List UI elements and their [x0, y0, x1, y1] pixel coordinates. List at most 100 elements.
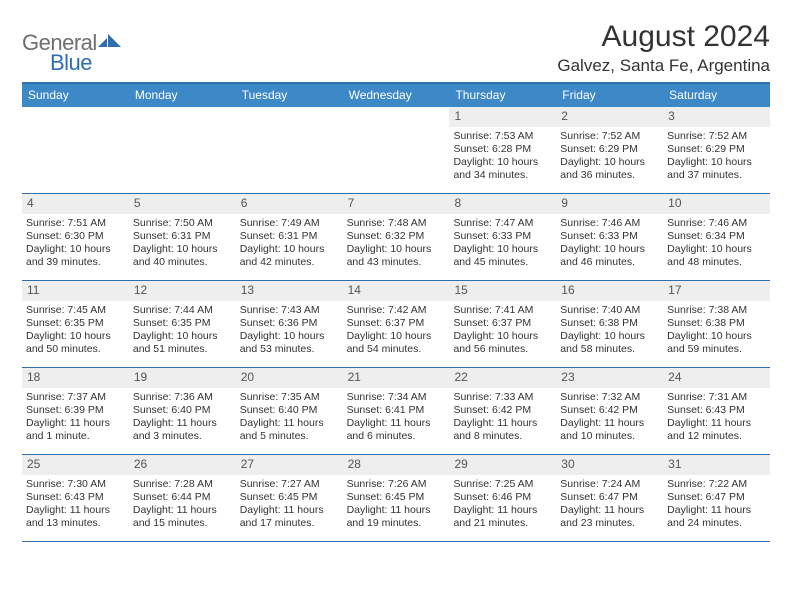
daylight-text: Daylight: 10 hours and 37 minutes.	[667, 156, 766, 182]
sunrise-text: Sunrise: 7:38 AM	[667, 304, 766, 317]
day-number: 28	[343, 455, 450, 475]
daylight-text: Daylight: 11 hours and 12 minutes.	[667, 417, 766, 443]
sunset-text: Sunset: 6:33 PM	[560, 230, 659, 243]
day-cell: 9Sunrise: 7:46 AMSunset: 6:33 PMDaylight…	[556, 194, 663, 280]
day-cell: 28 Sunrise: 7:26 AMSunset: 6:45 PMDayligh…	[343, 455, 450, 541]
title-block: August 2024 Galvez, Santa Fe, Argentina	[557, 20, 770, 76]
day-cell: 19Sunrise: 7:36 AMSunset: 6:40 PMDayligh…	[129, 368, 236, 454]
day-number: 9	[556, 194, 663, 214]
sunrise-text: Sunrise: 7:49 AM	[240, 217, 339, 230]
sunrise-text: Sunrise: 7:44 AM	[133, 304, 232, 317]
daylight-text: Daylight: 10 hours and 39 minutes.	[26, 243, 125, 269]
dow-cell: Monday	[129, 84, 236, 107]
daylight-text: Daylight: 10 hours and 40 minutes.	[133, 243, 232, 269]
sunset-text: Sunset: 6:29 PM	[560, 143, 659, 156]
dow-cell: Wednesday	[343, 84, 450, 107]
sunset-text: Sunset: 6:35 PM	[133, 317, 232, 330]
sunset-text: Sunset: 6:47 PM	[560, 491, 659, 504]
week-row: 4Sunrise: 7:51 AMSunset: 6:30 PMDaylight…	[22, 194, 770, 281]
day-cell: 11Sunrise: 7:45 AMSunset: 6:35 PMDayligh…	[22, 281, 129, 367]
day-number: 12	[129, 281, 236, 301]
sunset-text: Sunset: 6:35 PM	[26, 317, 125, 330]
day-cell: 30Sunrise: 7:24 AMSunset: 6:47 PMDayligh…	[556, 455, 663, 541]
month-title: August 2024	[557, 20, 770, 54]
daylight-text: Daylight: 11 hours and 3 minutes.	[133, 417, 232, 443]
header-row: General August 2024 Galvez, Santa Fe, Ar…	[22, 20, 770, 76]
day-number: 7	[343, 194, 450, 214]
sunrise-text: Sunrise: 7:35 AM	[240, 391, 339, 404]
sunrise-text: Sunrise: 7:26 AM	[347, 478, 446, 491]
day-number: 3	[663, 107, 770, 127]
day-number: 6	[236, 194, 343, 214]
day-number: 29	[449, 455, 556, 475]
day-cell: 15Sunrise: 7:41 AMSunset: 6:37 PMDayligh…	[449, 281, 556, 367]
day-cell: 10Sunrise: 7:46 AMSunset: 6:34 PMDayligh…	[663, 194, 770, 280]
day-cell: 14Sunrise: 7:42 AMSunset: 6:37 PMDayligh…	[343, 281, 450, 367]
sunset-text: Sunset: 6:38 PM	[560, 317, 659, 330]
sunrise-text: Sunrise: 7:48 AM	[347, 217, 446, 230]
day-cell	[236, 107, 343, 193]
day-cell: 20Sunrise: 7:35 AMSunset: 6:40 PMDayligh…	[236, 368, 343, 454]
daylight-text: Daylight: 11 hours and 6 minutes.	[347, 417, 446, 443]
sunrise-text: Sunrise: 7:43 AM	[240, 304, 339, 317]
day-cell: 1Sunrise: 7:53 AMSunset: 6:28 PMDaylight…	[449, 107, 556, 193]
sunset-text: Sunset: 6:34 PM	[667, 230, 766, 243]
daylight-text: Daylight: 10 hours and 58 minutes.	[560, 330, 659, 356]
sunrise-text: Sunrise: 7:45 AM	[26, 304, 125, 317]
day-number: 22	[449, 368, 556, 388]
daylight-text: Daylight: 11 hours and 13 minutes.	[26, 504, 125, 530]
sunrise-text: Sunrise: 7:33 AM	[453, 391, 552, 404]
daylight-text: Daylight: 11 hours and 1 minute.	[26, 417, 125, 443]
daylight-text: Daylight: 10 hours and 59 minutes.	[667, 330, 766, 356]
daylight-text: Daylight: 10 hours and 48 minutes.	[667, 243, 766, 269]
day-number: 23	[556, 368, 663, 388]
day-cell: 18Sunrise: 7:37 AMSunset: 6:39 PMDayligh…	[22, 368, 129, 454]
daylight-text: Daylight: 11 hours and 19 minutes.	[347, 504, 446, 530]
sunset-text: Sunset: 6:45 PM	[240, 491, 339, 504]
sunset-text: Sunset: 6:47 PM	[667, 491, 766, 504]
sunset-text: Sunset: 6:45 PM	[347, 491, 446, 504]
sunset-text: Sunset: 6:31 PM	[240, 230, 339, 243]
day-cell: 12 Sunrise: 7:44 AMSunset: 6:35 PMDayligh…	[129, 281, 236, 367]
sunset-text: Sunset: 6:43 PM	[26, 491, 125, 504]
day-cell: 8 Sunrise: 7:47 AMSunset: 6:33 PMDaylight…	[449, 194, 556, 280]
daylight-text: Daylight: 10 hours and 42 minutes.	[240, 243, 339, 269]
sunset-text: Sunset: 6:39 PM	[26, 404, 125, 417]
sunrise-text: Sunrise: 7:47 AM	[453, 217, 552, 230]
day-number: 2	[556, 107, 663, 127]
day-number: 24	[663, 368, 770, 388]
sunrise-text: Sunrise: 7:42 AM	[347, 304, 446, 317]
day-cell: 13Sunrise: 7:43 AMSunset: 6:36 PMDayligh…	[236, 281, 343, 367]
day-cell: 23Sunrise: 7:32 AMSunset: 6:42 PMDayligh…	[556, 368, 663, 454]
sunset-text: Sunset: 6:36 PM	[240, 317, 339, 330]
sunset-text: Sunset: 6:37 PM	[347, 317, 446, 330]
dow-cell: Saturday	[663, 84, 770, 107]
day-cell: 27Sunrise: 7:27 AMSunset: 6:45 PMDayligh…	[236, 455, 343, 541]
day-number: 21	[343, 368, 450, 388]
sunrise-text: Sunrise: 7:53 AM	[453, 130, 552, 143]
sunrise-text: Sunrise: 7:31 AM	[667, 391, 766, 404]
sunrise-text: Sunrise: 7:24 AM	[560, 478, 659, 491]
day-cell: 29Sunrise: 7:25 AMSunset: 6:46 PMDayligh…	[449, 455, 556, 541]
day-cell: 31Sunrise: 7:22 AMSunset: 6:47 PMDayligh…	[663, 455, 770, 541]
day-number: 11	[22, 281, 129, 301]
day-cell	[343, 107, 450, 193]
daylight-text: Daylight: 10 hours and 34 minutes.	[453, 156, 552, 182]
daylight-text: Daylight: 10 hours and 43 minutes.	[347, 243, 446, 269]
logo-mark-icon2	[98, 33, 122, 54]
sunset-text: Sunset: 6:42 PM	[560, 404, 659, 417]
sunset-text: Sunset: 6:44 PM	[133, 491, 232, 504]
sunset-text: Sunset: 6:33 PM	[453, 230, 552, 243]
day-number: 8	[449, 194, 556, 214]
day-number: 15	[449, 281, 556, 301]
sunrise-text: Sunrise: 7:22 AM	[667, 478, 766, 491]
sunrise-text: Sunrise: 7:40 AM	[560, 304, 659, 317]
sunrise-text: Sunrise: 7:50 AM	[133, 217, 232, 230]
logo-stack: General Blue	[22, 30, 122, 76]
sunrise-text: Sunrise: 7:32 AM	[560, 391, 659, 404]
day-cell: 21Sunrise: 7:34 AMSunset: 6:41 PMDayligh…	[343, 368, 450, 454]
daylight-text: Daylight: 11 hours and 15 minutes.	[133, 504, 232, 530]
daylight-text: Daylight: 10 hours and 45 minutes.	[453, 243, 552, 269]
sunset-text: Sunset: 6:42 PM	[453, 404, 552, 417]
daylight-text: Daylight: 10 hours and 51 minutes.	[133, 330, 232, 356]
